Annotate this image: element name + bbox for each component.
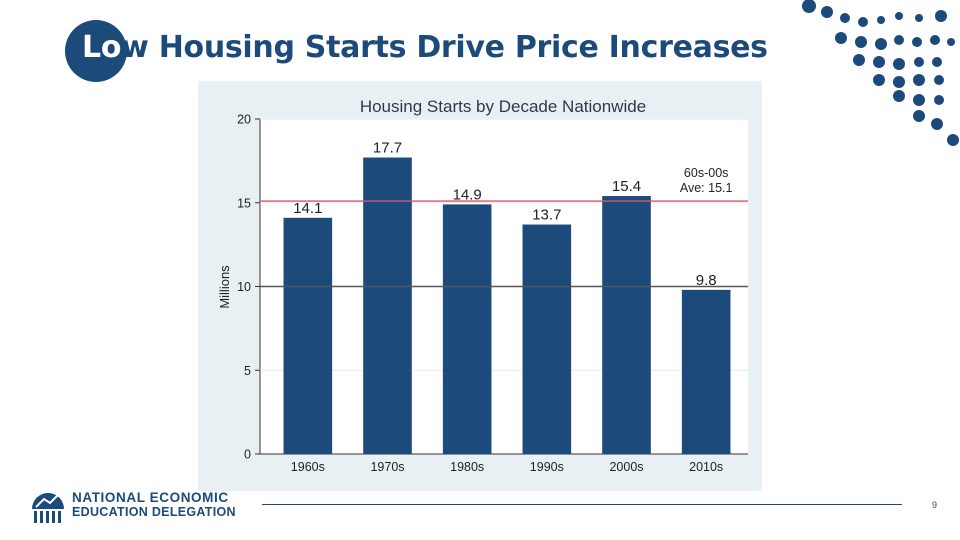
x-tick-label: 1990s <box>530 460 564 474</box>
decorative-dot <box>914 57 924 67</box>
y-tick-label: 10 <box>237 280 251 294</box>
decorative-dot <box>840 13 850 23</box>
bar-chart: Housing Starts by Decade Nationwide Mill… <box>217 97 748 474</box>
decorative-dot <box>853 54 865 66</box>
bar <box>602 196 651 455</box>
decorative-dot <box>894 35 904 45</box>
y-axis-label: Millions <box>217 265 232 309</box>
decorative-dot <box>913 94 925 106</box>
bar <box>681 289 731 454</box>
bar-value-label: 14.1 <box>293 200 322 217</box>
reference-label: 60s-00s <box>684 166 728 180</box>
y-tick-label: 20 <box>237 113 251 127</box>
decorative-dot <box>947 134 959 146</box>
bar-value-label: 13.7 <box>532 207 561 224</box>
x-tick-label: 1960s <box>291 460 325 474</box>
y-tick-label: 5 <box>244 364 251 378</box>
decorative-dot <box>932 57 942 67</box>
x-tick-label: 2010s <box>689 460 723 474</box>
x-tick-label: 1980s <box>450 460 484 474</box>
ned-logo: NATIONAL ECONOMIC EDUCATION DELEGATION <box>28 487 258 527</box>
decorative-dot <box>915 14 923 22</box>
decorative-dot <box>802 0 816 13</box>
decorative-dot <box>855 36 867 48</box>
bar-value-label: 17.7 <box>373 140 402 157</box>
decorative-dot <box>858 17 868 27</box>
decorative-dot <box>821 6 833 18</box>
decorative-dot <box>835 32 847 44</box>
y-tick-label: 0 <box>244 448 251 462</box>
bar-value-label: 14.9 <box>453 186 482 203</box>
decorative-dot <box>934 75 944 85</box>
ned-logo-mark-icon <box>32 492 64 523</box>
decorative-dot <box>895 12 903 20</box>
bar <box>283 217 333 454</box>
decorative-dot <box>873 74 885 86</box>
decorative-dot <box>913 74 925 86</box>
slide-title-rest: w Housing Starts Drive Price Increases <box>121 30 768 65</box>
chart-title: Housing Starts by Decade Nationwide <box>360 97 646 116</box>
decorative-dot <box>930 35 940 45</box>
chart-panel: Housing Starts by Decade Nationwide Mill… <box>198 81 762 491</box>
bar-value-label: 9.8 <box>696 272 717 289</box>
x-tick-label: 2000s <box>609 460 643 474</box>
reference-label: Ave: 15.1 <box>680 181 733 195</box>
decorative-dots <box>802 0 959 146</box>
decorative-dot <box>893 58 905 70</box>
decorative-dot <box>912 37 922 47</box>
title-circle <box>65 20 127 82</box>
y-tick-label: 15 <box>237 196 251 210</box>
bar <box>522 224 572 454</box>
decorative-dot <box>893 90 905 102</box>
slide-title-lead: Lo <box>82 30 122 65</box>
bar <box>363 157 412 454</box>
decorative-dot <box>875 38 887 50</box>
page-number: 9 <box>932 500 938 510</box>
x-tick-label: 1970s <box>370 460 404 474</box>
decorative-dot <box>913 110 925 122</box>
decorative-dot <box>893 76 905 88</box>
decorative-dot <box>877 16 885 24</box>
decorative-dot <box>873 56 885 68</box>
decorative-dot <box>947 38 955 46</box>
footer-divider <box>262 504 902 505</box>
decorative-dot <box>931 118 943 130</box>
bar <box>442 204 492 454</box>
bar-value-label: 15.4 <box>612 178 641 195</box>
slide-title: Low Housing Starts Drive Price Increases <box>82 30 768 65</box>
decorative-dot <box>935 10 947 22</box>
logo-line-2: EDUCATION DELEGATION <box>72 505 236 519</box>
decorative-dot <box>934 95 944 105</box>
logo-line-1: NATIONAL ECONOMIC <box>72 490 229 505</box>
